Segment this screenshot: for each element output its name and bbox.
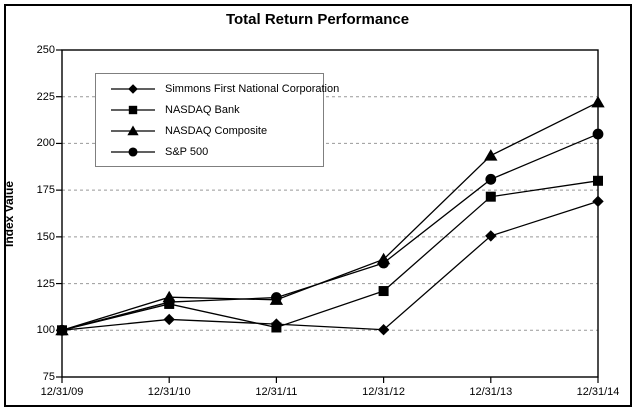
legend-label: S&P 500 — [165, 145, 209, 158]
circle-marker — [378, 257, 390, 269]
legend-label: Simmons First National Corporation — [165, 82, 340, 95]
diamond-marker — [377, 324, 390, 336]
square-marker — [378, 286, 389, 297]
triangle-marker — [591, 95, 605, 108]
x-tick-label: 12/31/12 — [362, 386, 405, 398]
series-line-2 — [61, 180, 599, 331]
series-line-4 — [61, 133, 599, 331]
diamond-marker — [163, 313, 175, 326]
circle-marker-icon — [111, 146, 155, 157]
circle-marker — [128, 146, 138, 157]
square-marker — [128, 105, 138, 114]
square-marker-icon — [111, 105, 155, 114]
chart-title: Total Return Performance — [225, 11, 410, 28]
y-tick-label: 125 — [36, 277, 55, 290]
x-tick-label: 12/31/13 — [469, 386, 513, 398]
legend-item-sp500: S&P 500 — [110, 143, 323, 161]
y-tick-label: 175 — [36, 184, 55, 197]
x-tick-label: 12/31/10 — [147, 386, 191, 398]
circle-marker — [485, 173, 497, 185]
chart-frame — [4, 4, 632, 407]
triangle-marker-icon — [111, 124, 155, 135]
x-tick-label: 12/31/11 — [255, 386, 298, 398]
legend: Simmons First National Corporation NASDA… — [95, 73, 339, 167]
square-marker — [485, 191, 496, 202]
diamond-marker — [592, 195, 604, 208]
circle-marker — [56, 324, 68, 336]
square-marker — [593, 175, 603, 186]
diamond-marker-icon — [111, 83, 155, 94]
diamond-marker — [485, 230, 497, 242]
plot-border — [61, 49, 599, 378]
y-tick-label: 225 — [36, 90, 55, 103]
series-line-1 — [61, 200, 599, 331]
y-tick-label: 250 — [36, 44, 55, 56]
y-tick-label: 200 — [36, 137, 55, 150]
y-tick-label: 150 — [36, 230, 55, 243]
y-tick-label: 75 — [42, 371, 55, 383]
legend-label: NASDAQ Composite — [165, 124, 268, 137]
diamond-marker — [128, 83, 138, 94]
circle-marker — [163, 296, 175, 308]
triangle-marker — [127, 124, 139, 135]
y-tick-label: 100 — [36, 324, 55, 337]
square-marker — [271, 322, 282, 333]
legend-item-nasdaq-composite: NASDAQ Composite — [110, 122, 323, 140]
x-tick-label: 12/31/09 — [40, 386, 84, 398]
circle-marker — [592, 128, 604, 140]
triangle-marker — [484, 149, 498, 161]
series-line-3 — [61, 101, 599, 331]
legend-item-simmons: Simmons First National Corporation — [110, 80, 339, 98]
circle-marker — [271, 292, 282, 303]
legend-item-nasdaq-bank: NASDAQ Bank — [110, 101, 323, 119]
x-tick-label: 12/31/14 — [576, 386, 620, 398]
legend-label: NASDAQ Bank — [165, 103, 240, 116]
